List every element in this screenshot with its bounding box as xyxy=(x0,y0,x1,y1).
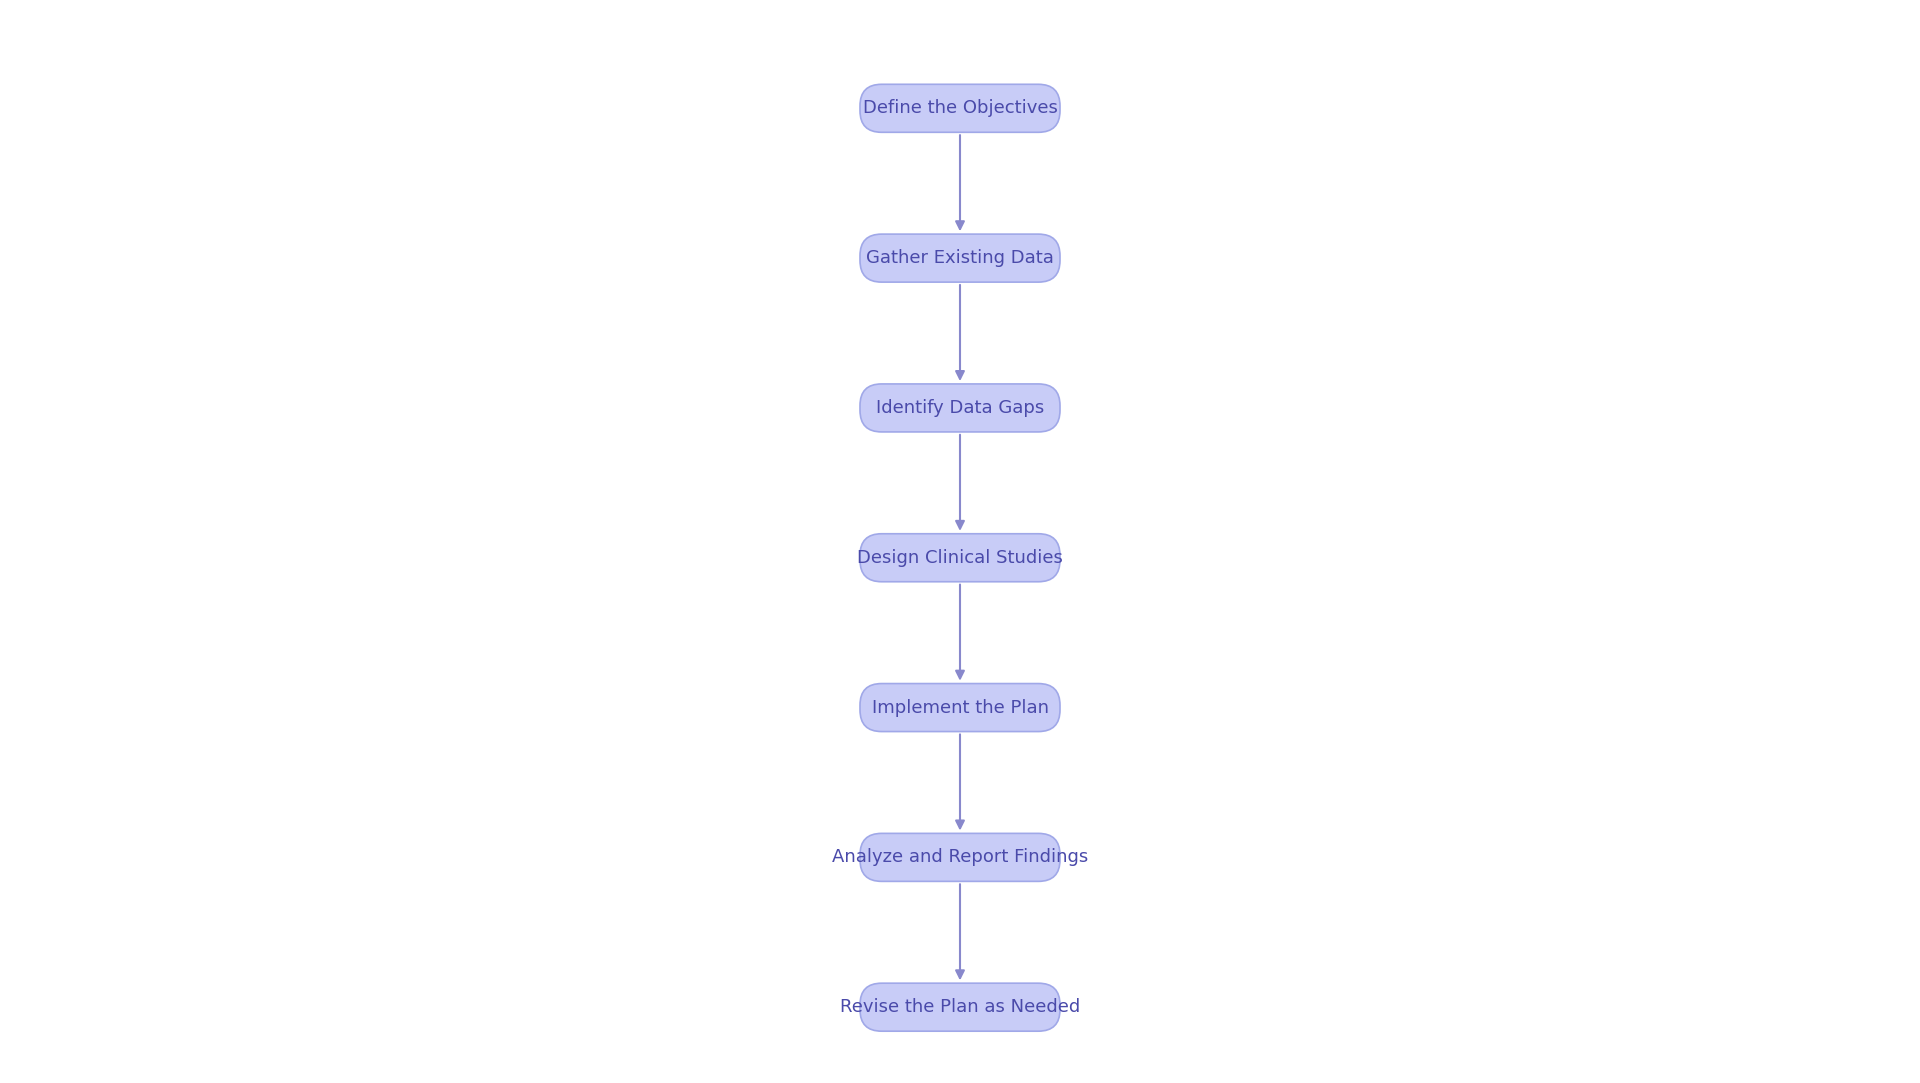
Text: Identify Data Gaps: Identify Data Gaps xyxy=(876,399,1044,417)
FancyBboxPatch shape xyxy=(860,534,1060,582)
Text: Define the Objectives: Define the Objectives xyxy=(862,100,1058,117)
Text: Revise the Plan as Needed: Revise the Plan as Needed xyxy=(839,999,1081,1016)
FancyBboxPatch shape xyxy=(860,384,1060,432)
FancyBboxPatch shape xyxy=(860,983,1060,1031)
Text: Gather Existing Data: Gather Existing Data xyxy=(866,249,1054,268)
FancyBboxPatch shape xyxy=(860,234,1060,282)
Text: Implement the Plan: Implement the Plan xyxy=(872,699,1048,717)
FancyBboxPatch shape xyxy=(860,683,1060,731)
Text: Analyze and Report Findings: Analyze and Report Findings xyxy=(831,848,1089,866)
Text: Design Clinical Studies: Design Clinical Studies xyxy=(856,549,1064,566)
FancyBboxPatch shape xyxy=(860,834,1060,882)
FancyBboxPatch shape xyxy=(860,84,1060,132)
